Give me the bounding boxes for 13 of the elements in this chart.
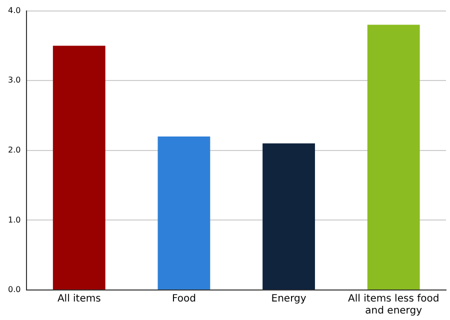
bar: [367, 24, 420, 290]
y-tick-label: 0.0: [8, 285, 21, 294]
y-tick-label: 1.0: [8, 215, 21, 224]
bar: [158, 136, 210, 290]
x-tick-label: Food: [172, 294, 196, 305]
x-tick-label: All items: [57, 294, 101, 305]
x-tick-label: Energy: [271, 294, 306, 305]
y-tick-label: 3.0: [8, 76, 21, 85]
x-tick-label: All items less food and energy: [348, 294, 440, 317]
bar: [262, 143, 315, 290]
bar: [52, 46, 106, 290]
y-tick-label: 2.0: [8, 145, 21, 154]
y-tick-label: 4.0: [8, 6, 21, 15]
